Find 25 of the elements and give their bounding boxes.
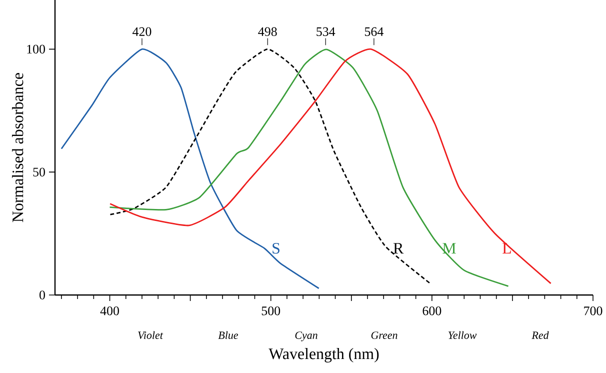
y-tick-label: 50 [33, 168, 46, 176]
series-label: R [393, 243, 404, 254]
line-series [110, 48, 431, 284]
text: Violet [138, 331, 164, 340]
text: Cyan [295, 332, 318, 342]
line-series [60, 48, 320, 290]
y-tick-label: 0 [40, 290, 46, 300]
text: Yellow [448, 331, 477, 339]
series-label: L [502, 243, 511, 254]
y-axis-title: Normalised absorbance [12, 73, 24, 222]
annotation: 534 [316, 27, 336, 36]
y-tick-label: 100 [27, 44, 46, 54]
x-tick-label: 600 [422, 306, 442, 316]
annotation: 420 [132, 27, 152, 36]
x-tick-label: 500 [262, 306, 280, 316]
annotation: 564 [364, 27, 384, 36]
x-tick-label: 400 [100, 306, 119, 316]
series-label: M [442, 243, 456, 254]
x-tick-label: 700 [584, 306, 602, 316]
x-axis-title: Wavelength (nm) [268, 348, 379, 362]
text: Red [532, 331, 549, 339]
annotation: 498 [258, 27, 277, 36]
series-label: S [272, 242, 280, 254]
text: Green [371, 332, 398, 339]
text: Blue [218, 331, 238, 339]
